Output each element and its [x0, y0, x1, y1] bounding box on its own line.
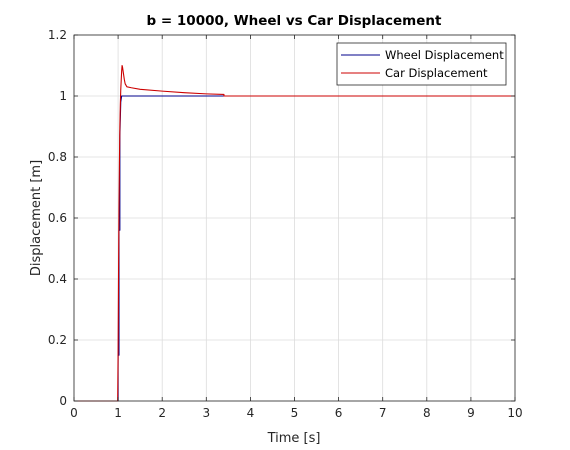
y-tick-label: 1.2: [48, 28, 67, 42]
legend: Wheel Displacement Car Displacement: [336, 42, 507, 86]
y-tick-label: 0.6: [48, 211, 67, 225]
x-tick-label: 5: [291, 406, 299, 420]
x-axis-label: Time [s]: [267, 431, 321, 446]
x-tick-label: 3: [202, 406, 210, 420]
y-tick-label: 0.2: [48, 333, 67, 347]
x-tick-label: 1: [114, 406, 122, 420]
legend-label-wheel: Wheel Displacement: [385, 48, 504, 62]
x-tick-label: 9: [467, 406, 475, 420]
x-tick-label: 7: [379, 406, 387, 420]
y-tick-label: 1: [59, 89, 67, 103]
y-tick-label: 0: [59, 394, 67, 408]
legend-label-car: Car Displacement: [385, 66, 488, 80]
x-tick-label: 4: [247, 406, 255, 420]
x-tick-label: 6: [335, 406, 343, 420]
x-tick-label: 0: [70, 406, 78, 420]
chart-title: b = 10000, Wheel vs Car Displacement: [147, 13, 442, 29]
x-tick-label: 10: [507, 406, 522, 420]
y-tick-label: 0.4: [48, 272, 67, 286]
x-tick-label: 2: [158, 406, 166, 420]
series-line-car: [74, 64, 515, 402]
ticks: 0 1 2 3 4 5 6 7 8 9 10 0 0.2 0.4 0.6 0.8 1 1.2: [48, 28, 523, 420]
x-tick-label: 8: [423, 406, 431, 420]
y-tick-label: 0.8: [48, 150, 67, 164]
y-axis-label: Displacement [m]: [29, 160, 44, 276]
legend-box: [336, 42, 507, 86]
